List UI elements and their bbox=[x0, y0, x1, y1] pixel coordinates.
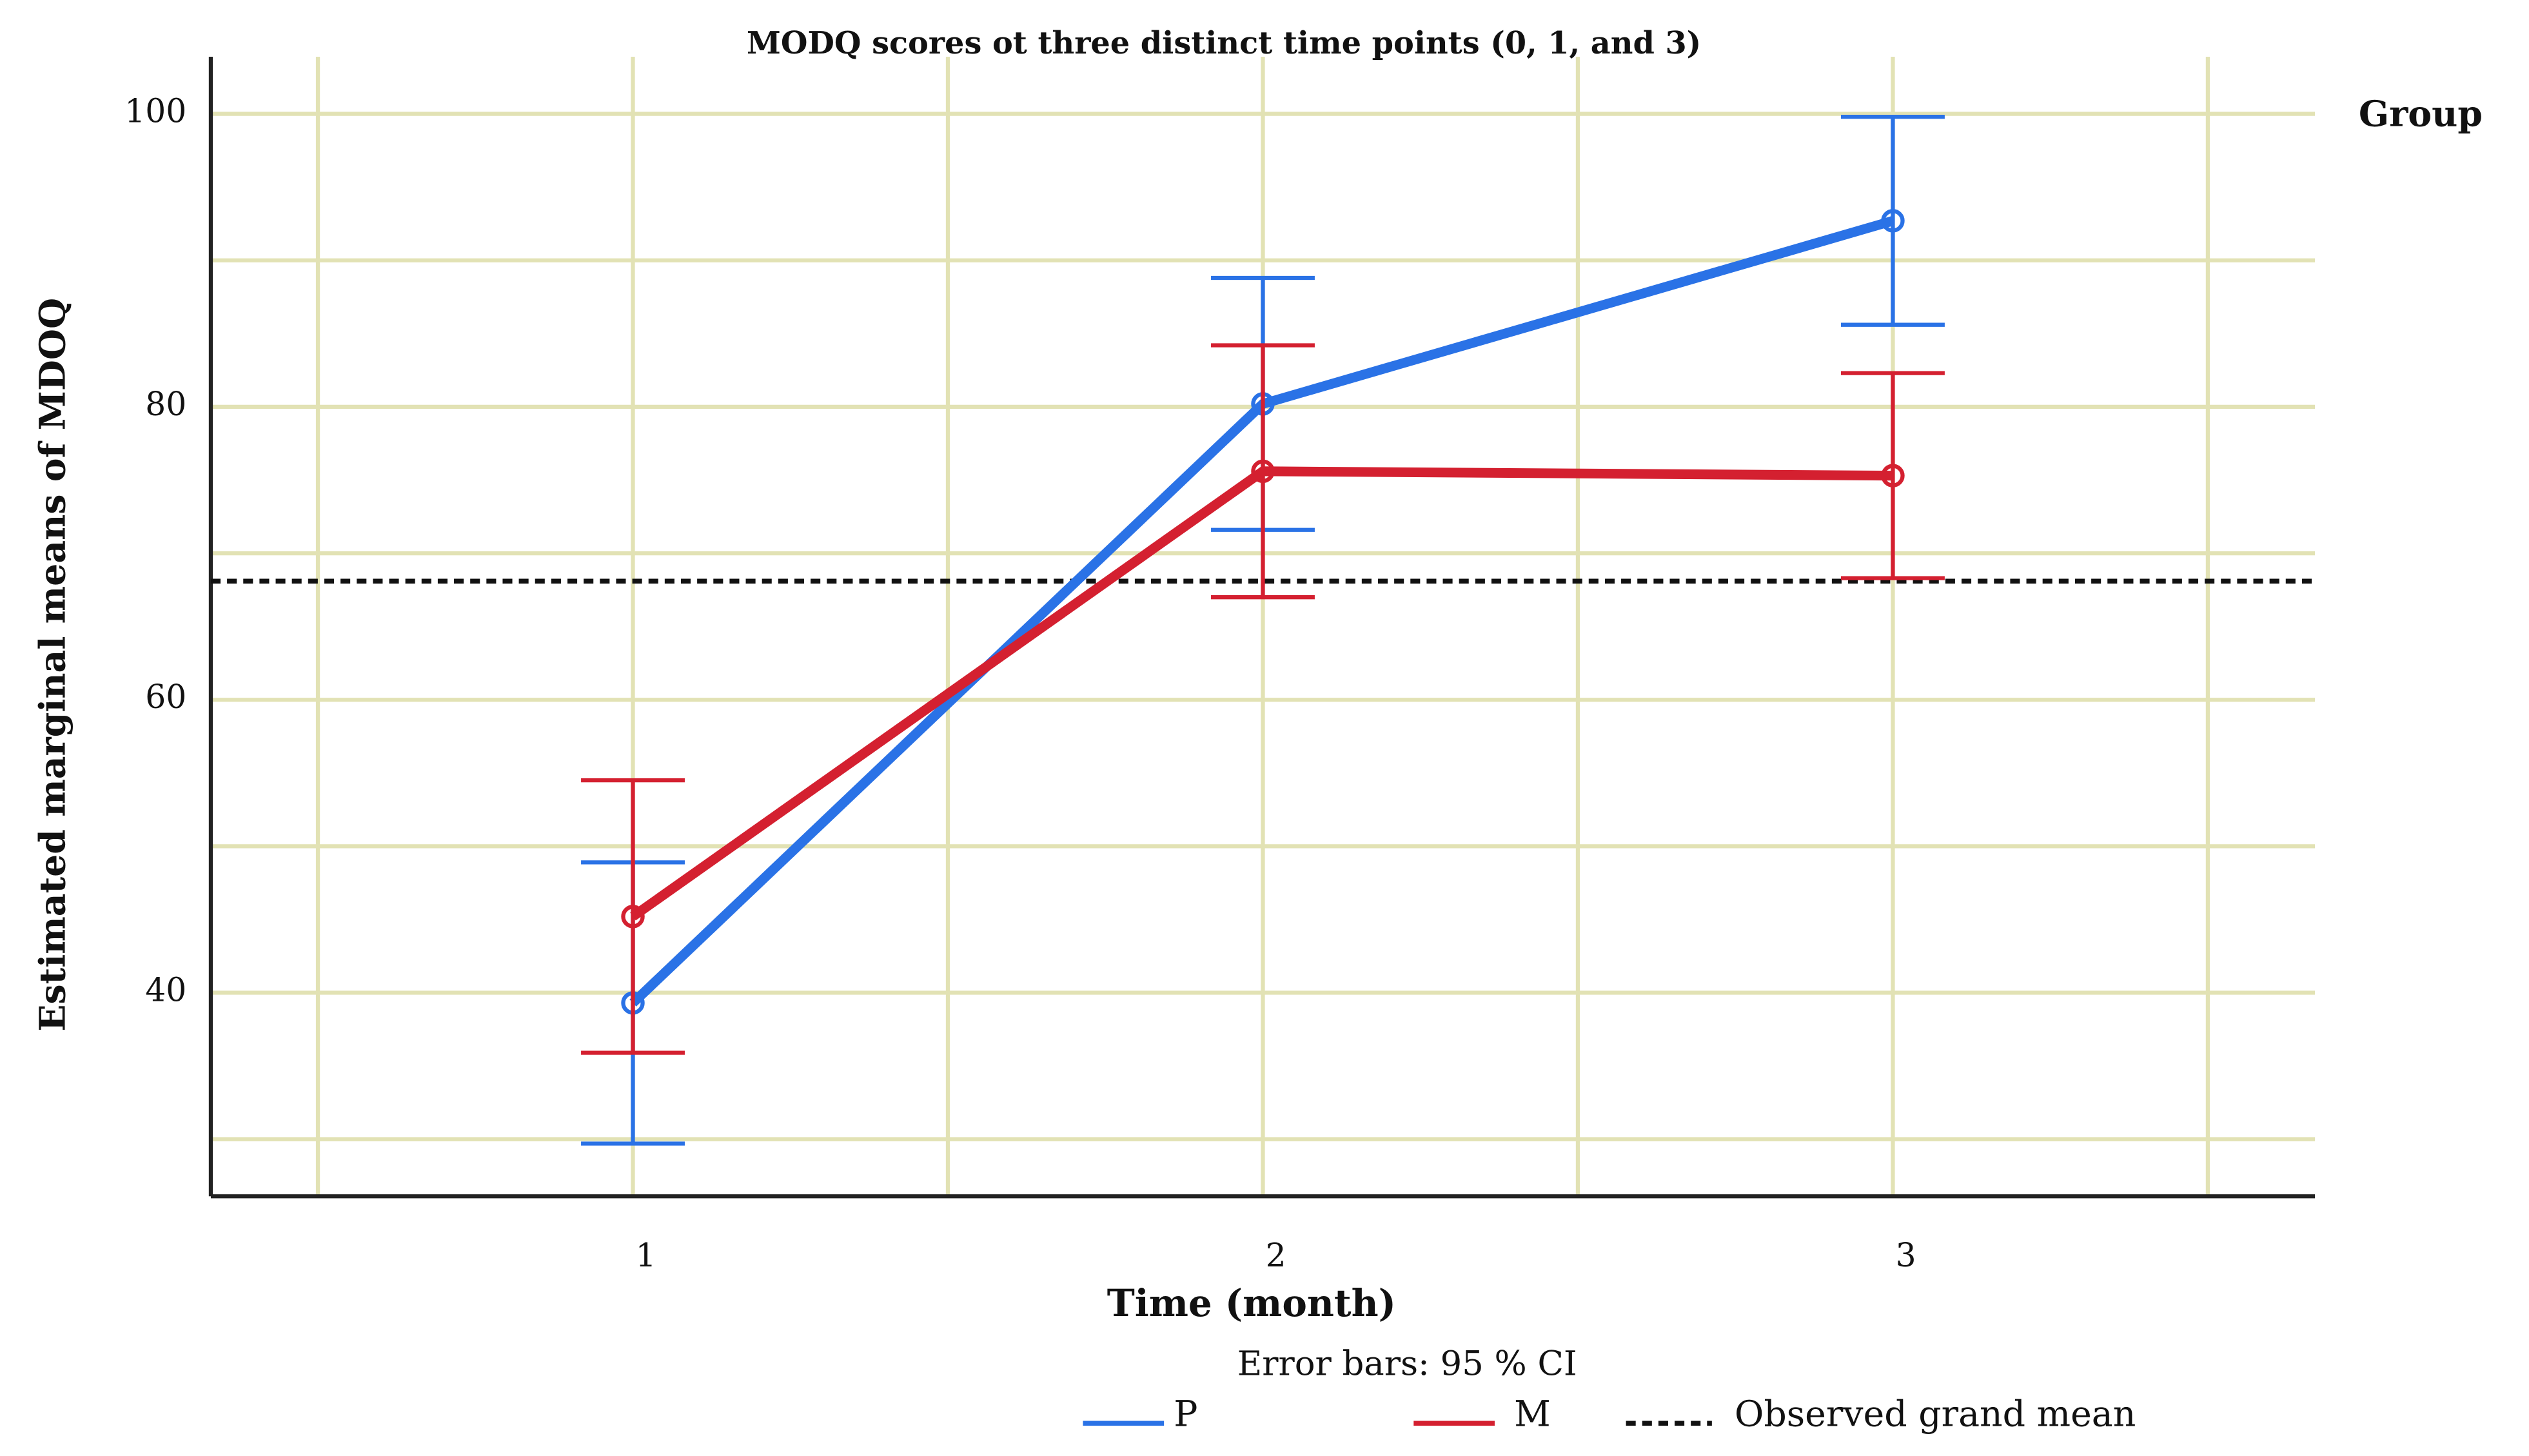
x-axis-label: Time (month) bbox=[1107, 1281, 1396, 1325]
legend-label: M bbox=[1514, 1394, 1551, 1435]
y-tick-label: 100 bbox=[124, 92, 186, 130]
legend-title: Group bbox=[2359, 93, 2483, 135]
chart-title: MODQ scores ot three distinct time point… bbox=[747, 25, 1701, 61]
y-tick-label: 40 bbox=[145, 971, 186, 1009]
x-tick-label: 2 bbox=[1266, 1236, 1286, 1274]
point bbox=[1881, 464, 1905, 487]
legend-label: Observed grand mean bbox=[1735, 1394, 2136, 1435]
point bbox=[1881, 209, 1905, 233]
point bbox=[621, 905, 645, 929]
x-tick-label: 1 bbox=[636, 1236, 656, 1274]
y-tick-label: 80 bbox=[145, 385, 186, 423]
y-tick-label: 60 bbox=[145, 678, 186, 716]
y-axis-label: Estimated marginal means of MDOQ bbox=[32, 298, 74, 1032]
legend-label: P bbox=[1174, 1394, 1197, 1435]
note: Error bars: 95 % CI bbox=[1237, 1344, 1577, 1384]
point bbox=[1251, 459, 1275, 484]
series-line bbox=[630, 466, 1893, 921]
x-tick-label: 3 bbox=[1896, 1236, 1916, 1274]
